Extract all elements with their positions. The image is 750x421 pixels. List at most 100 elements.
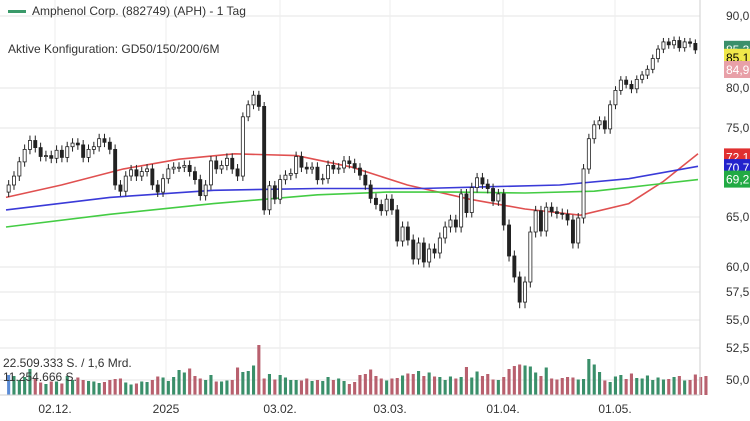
candle-up bbox=[592, 124, 597, 140]
volume-bar bbox=[395, 378, 399, 395]
volume-bar bbox=[502, 377, 506, 395]
y-tick-label: 80,0 bbox=[726, 81, 750, 95]
volume-bar bbox=[118, 378, 122, 395]
candle-up bbox=[544, 206, 549, 232]
chart-title: Amphenol Corp. (882749) (APH) - 1 Tag bbox=[32, 4, 246, 18]
candle-up bbox=[70, 142, 75, 148]
volume-bar bbox=[220, 381, 224, 395]
candle-down bbox=[432, 248, 437, 254]
candle-down bbox=[666, 41, 671, 46]
volume-bar bbox=[204, 380, 208, 395]
candle-up bbox=[91, 146, 96, 150]
volume-bar bbox=[651, 380, 655, 395]
volume-bar bbox=[134, 383, 138, 395]
candle-up bbox=[416, 242, 421, 260]
price-tag-label: 69,2 bbox=[726, 173, 750, 187]
volume-bar bbox=[33, 379, 37, 395]
candle-up bbox=[219, 164, 224, 170]
volume-bar bbox=[582, 379, 586, 395]
volume-bar bbox=[49, 381, 53, 395]
candle-down bbox=[192, 171, 197, 181]
candle-down bbox=[539, 210, 543, 232]
volume-bar bbox=[76, 377, 80, 395]
candle-down bbox=[549, 206, 554, 213]
price-tag bbox=[724, 61, 750, 78]
candle-up bbox=[294, 156, 299, 174]
volume-bar bbox=[273, 379, 277, 395]
volume-bar bbox=[124, 382, 128, 395]
candle-down bbox=[198, 179, 203, 197]
candle-down bbox=[565, 213, 570, 221]
price-tags: 85,385,184,972,170,769,2 bbox=[724, 40, 750, 188]
volume-bar bbox=[44, 384, 48, 395]
candle-down bbox=[379, 204, 384, 212]
candle-up bbox=[267, 185, 272, 211]
candle-down bbox=[453, 219, 458, 228]
volume-bar bbox=[7, 375, 11, 395]
candle-up bbox=[581, 168, 586, 219]
volume-bar bbox=[60, 383, 64, 395]
volume-bar bbox=[177, 370, 181, 395]
x-axis-labels: 02.12. 2025 03.02. 03.03. 01.04. 01.05. bbox=[38, 402, 631, 416]
candle-up bbox=[448, 219, 453, 228]
candles bbox=[6, 36, 698, 309]
volume-bar bbox=[363, 374, 367, 395]
volume-bar bbox=[182, 372, 186, 395]
volume-bar bbox=[236, 367, 240, 395]
volume-bar bbox=[459, 377, 463, 395]
candle-down bbox=[480, 177, 485, 185]
candle-up bbox=[469, 187, 474, 213]
volume-bar bbox=[411, 374, 415, 395]
candle-down bbox=[368, 184, 373, 199]
legend-swatch bbox=[8, 9, 26, 13]
candle-down bbox=[256, 94, 261, 107]
candle-up bbox=[576, 217, 581, 244]
y-tick-label: 50,0 bbox=[726, 373, 750, 387]
volume-bar bbox=[71, 380, 75, 395]
y-tick-label: 75,0 bbox=[726, 121, 750, 135]
volume-bar bbox=[486, 374, 490, 395]
candle-down bbox=[352, 163, 357, 169]
volume-bar bbox=[17, 380, 21, 395]
candle-down bbox=[629, 84, 634, 90]
candle-down bbox=[677, 40, 682, 49]
volume-bar bbox=[688, 380, 692, 395]
volume-bar bbox=[417, 371, 421, 395]
volume-bar bbox=[672, 377, 676, 395]
volume-bar bbox=[448, 376, 452, 395]
candle-up bbox=[634, 79, 639, 90]
volume-bars bbox=[7, 345, 708, 395]
volume-bar bbox=[294, 380, 298, 395]
volume-bar bbox=[241, 372, 245, 395]
candle-down bbox=[373, 197, 378, 205]
volume-bar bbox=[102, 382, 106, 395]
volume-bar bbox=[699, 377, 703, 395]
candle-down bbox=[693, 43, 698, 51]
y-tick-label: 52,5 bbox=[726, 341, 750, 355]
volume-bar bbox=[693, 374, 697, 395]
candle-up bbox=[11, 175, 16, 186]
ma-line-gd50 bbox=[5, 152, 699, 217]
candle-down bbox=[560, 212, 565, 215]
volume-bar bbox=[278, 375, 282, 395]
candle-up bbox=[528, 231, 533, 283]
candle-down bbox=[107, 141, 112, 150]
candle-up bbox=[166, 168, 171, 180]
candle-down bbox=[624, 79, 629, 85]
y-tick-label: 90,0 bbox=[726, 9, 750, 23]
candle-up bbox=[384, 198, 389, 212]
volume-bar bbox=[645, 375, 649, 395]
volume-bar bbox=[166, 381, 170, 395]
candle-up bbox=[400, 226, 405, 242]
x-tick-label: 01.05. bbox=[598, 402, 631, 416]
candle-up bbox=[240, 116, 245, 177]
volume-bar bbox=[140, 381, 144, 395]
volume-bar bbox=[289, 380, 293, 395]
volume-bar bbox=[97, 383, 101, 395]
candle-up bbox=[320, 178, 325, 181]
volume-bar bbox=[321, 381, 325, 395]
x-tick-label: 03.02. bbox=[263, 402, 296, 416]
candle-up bbox=[533, 210, 538, 233]
candle-down bbox=[299, 156, 304, 168]
volume-bar bbox=[310, 381, 314, 395]
